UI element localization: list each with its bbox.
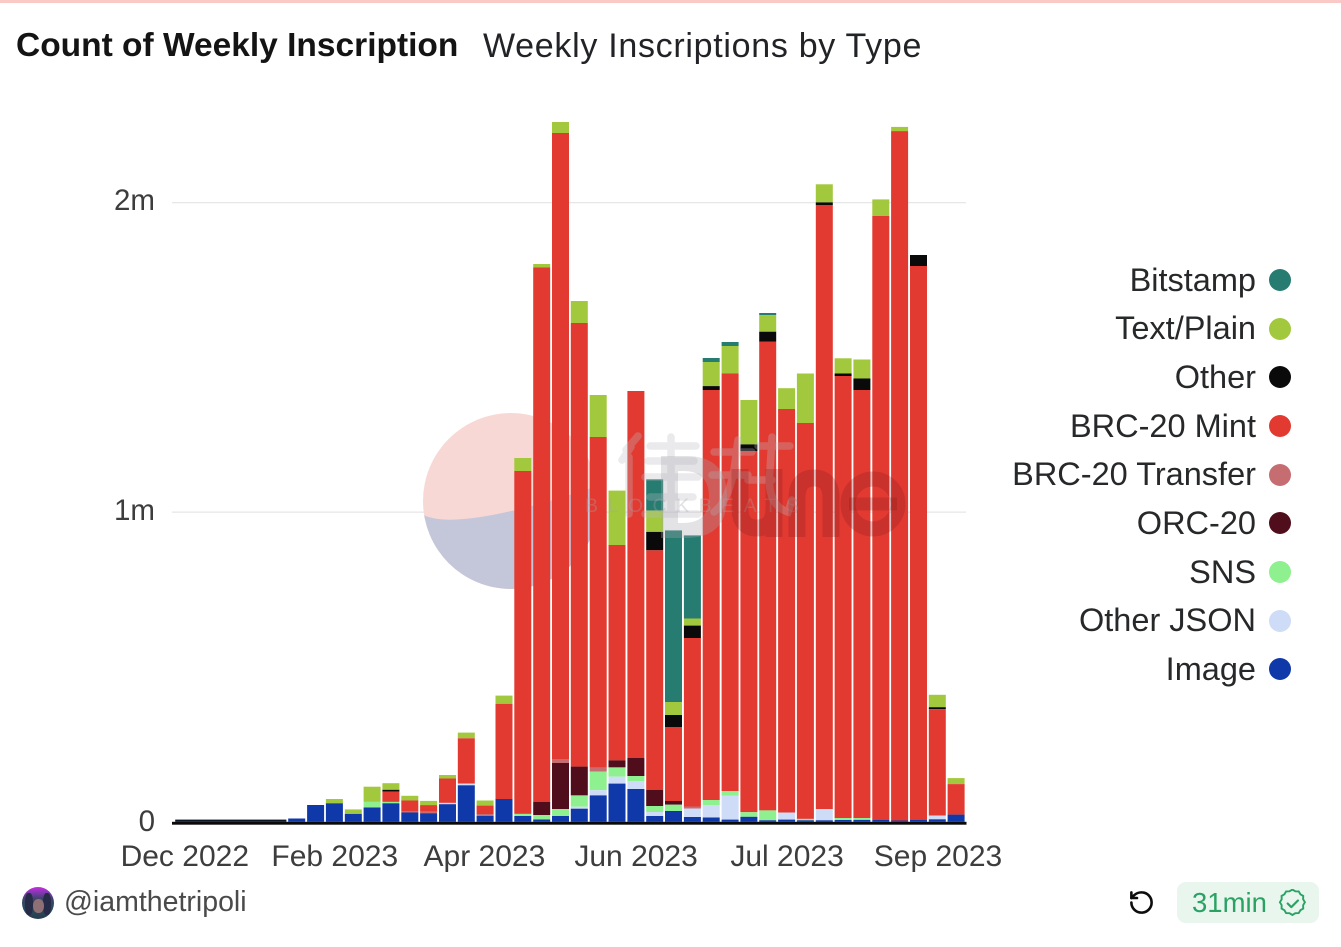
svg-text:Dec 2022: Dec 2022 <box>121 840 249 873</box>
svg-text:0: 0 <box>139 805 155 838</box>
svg-text:BLOCKBEATS: BLOCKBEATS <box>585 495 809 517</box>
svg-text:Jul 2023: Jul 2023 <box>730 840 843 873</box>
svg-text:Apr 2023: Apr 2023 <box>424 840 546 873</box>
svg-text:2m: 2m <box>114 184 155 217</box>
svg-text:Jun 2023: Jun 2023 <box>574 840 697 873</box>
svg-text:1m: 1m <box>114 494 155 527</box>
svg-text:Sep 2023: Sep 2023 <box>874 840 1002 873</box>
svg-text:Feb 2023: Feb 2023 <box>271 840 398 873</box>
